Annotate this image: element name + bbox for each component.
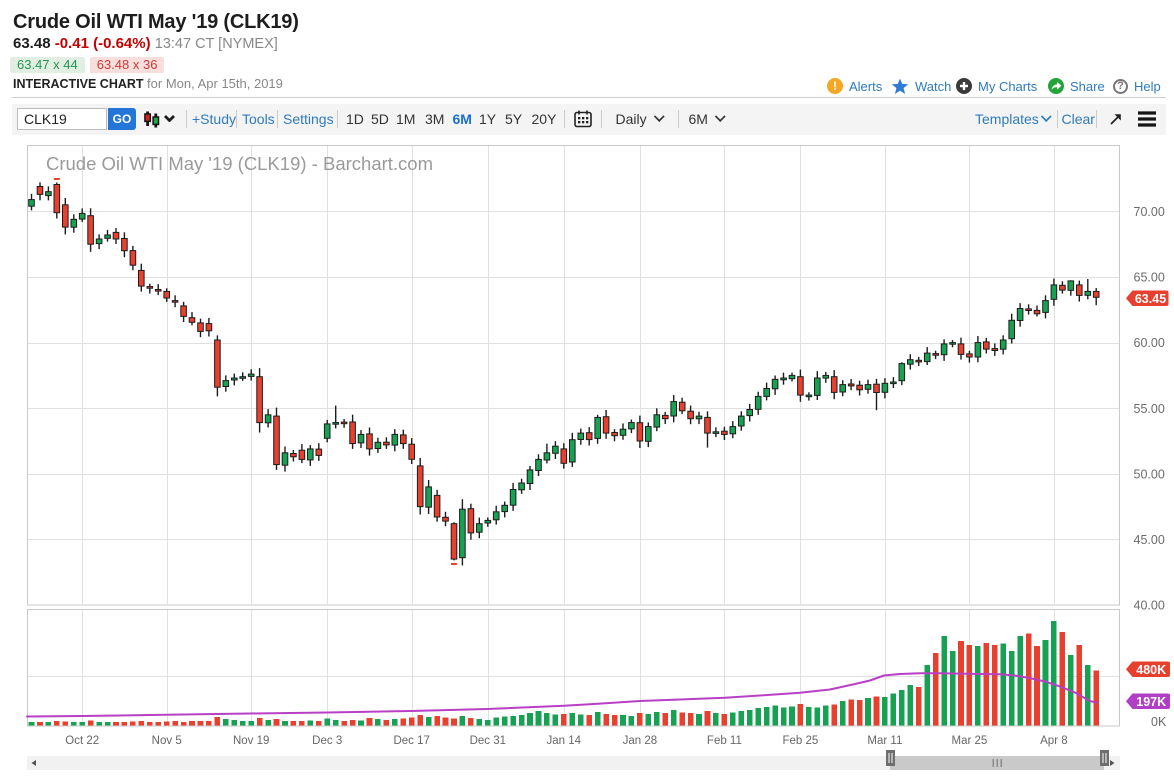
svg-text:Mar 25: Mar 25 [952,735,988,747]
svg-text:Oct 22: Oct 22 [65,735,99,747]
svg-text:Dec 3: Dec 3 [312,735,342,747]
svg-text:Nov 5: Nov 5 [152,735,182,747]
svg-text:63.45: 63.45 [1135,292,1166,306]
svg-text:197K: 197K [1136,695,1166,709]
svg-text:70.00: 70.00 [1134,205,1165,219]
svg-text:Feb 25: Feb 25 [782,735,818,747]
svg-text:Feb 11: Feb 11 [707,735,742,747]
svg-text:60.00: 60.00 [1134,336,1165,350]
svg-text:0K: 0K [1151,715,1167,729]
svg-text:40.00: 40.00 [1134,599,1165,613]
svg-text:Jan 28: Jan 28 [623,735,658,747]
svg-text:Nov 19: Nov 19 [233,735,269,747]
svg-text:55.00: 55.00 [1134,402,1165,416]
svg-text:Mar 11: Mar 11 [867,735,902,747]
svg-text:Apr 8: Apr 8 [1040,735,1068,747]
svg-text:65.00: 65.00 [1134,271,1165,285]
svg-text:480K: 480K [1136,663,1166,677]
svg-text:Dec 31: Dec 31 [470,735,506,747]
svg-text:45.00: 45.00 [1134,533,1165,547]
svg-text:Jan 14: Jan 14 [547,735,582,747]
svg-text:50.00: 50.00 [1134,467,1165,481]
svg-text:Crude Oil WTI May '19 (CLK19): Crude Oil WTI May '19 (CLK19) - Barchart… [46,153,433,174]
svg-text:Dec 17: Dec 17 [393,735,429,747]
